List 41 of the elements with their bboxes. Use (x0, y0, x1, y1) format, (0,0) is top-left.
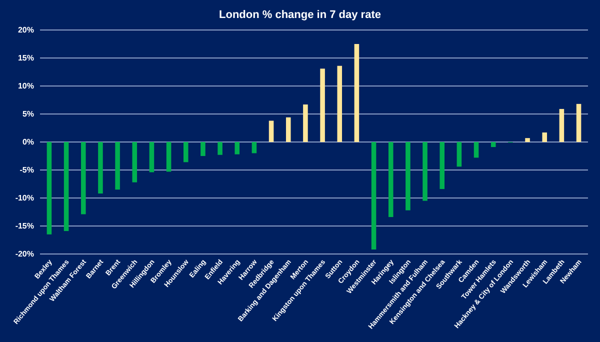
bar (234, 142, 240, 154)
bar (149, 142, 154, 172)
y-tick-label: -20% (15, 250, 34, 259)
bar (81, 142, 86, 214)
bar (337, 66, 342, 142)
bar (286, 117, 291, 142)
bar (490, 142, 496, 148)
y-tick-label: -5% (20, 166, 34, 175)
bar (559, 108, 564, 142)
bar (406, 142, 410, 210)
bar (98, 142, 103, 194)
bar (542, 132, 547, 142)
y-tick-label: -15% (15, 222, 34, 231)
bar (371, 142, 376, 250)
bar (354, 44, 360, 142)
y-tick-label: 15% (18, 54, 34, 63)
bar (166, 142, 172, 172)
bar (46, 142, 52, 234)
bar (320, 68, 325, 142)
bar (132, 142, 138, 182)
bar (456, 142, 462, 167)
bar (576, 104, 582, 142)
bar (440, 142, 445, 190)
bar (200, 142, 206, 156)
y-tick-label: 20% (18, 26, 34, 35)
bar (303, 104, 308, 142)
chart-title: London % change in 7 day rate (219, 9, 381, 21)
y-tick-label: 5% (22, 110, 34, 119)
bar (115, 142, 120, 190)
bar (252, 142, 257, 154)
bar (474, 142, 479, 158)
y-tick-label: -10% (15, 194, 34, 203)
y-tick-label: 10% (18, 82, 34, 91)
bar (525, 138, 530, 142)
bar (422, 142, 428, 201)
bar (64, 142, 69, 232)
y-tick-label: 0% (22, 138, 34, 147)
bar (268, 120, 274, 142)
bar (183, 142, 188, 162)
bar (218, 142, 222, 155)
bar (388, 142, 394, 218)
